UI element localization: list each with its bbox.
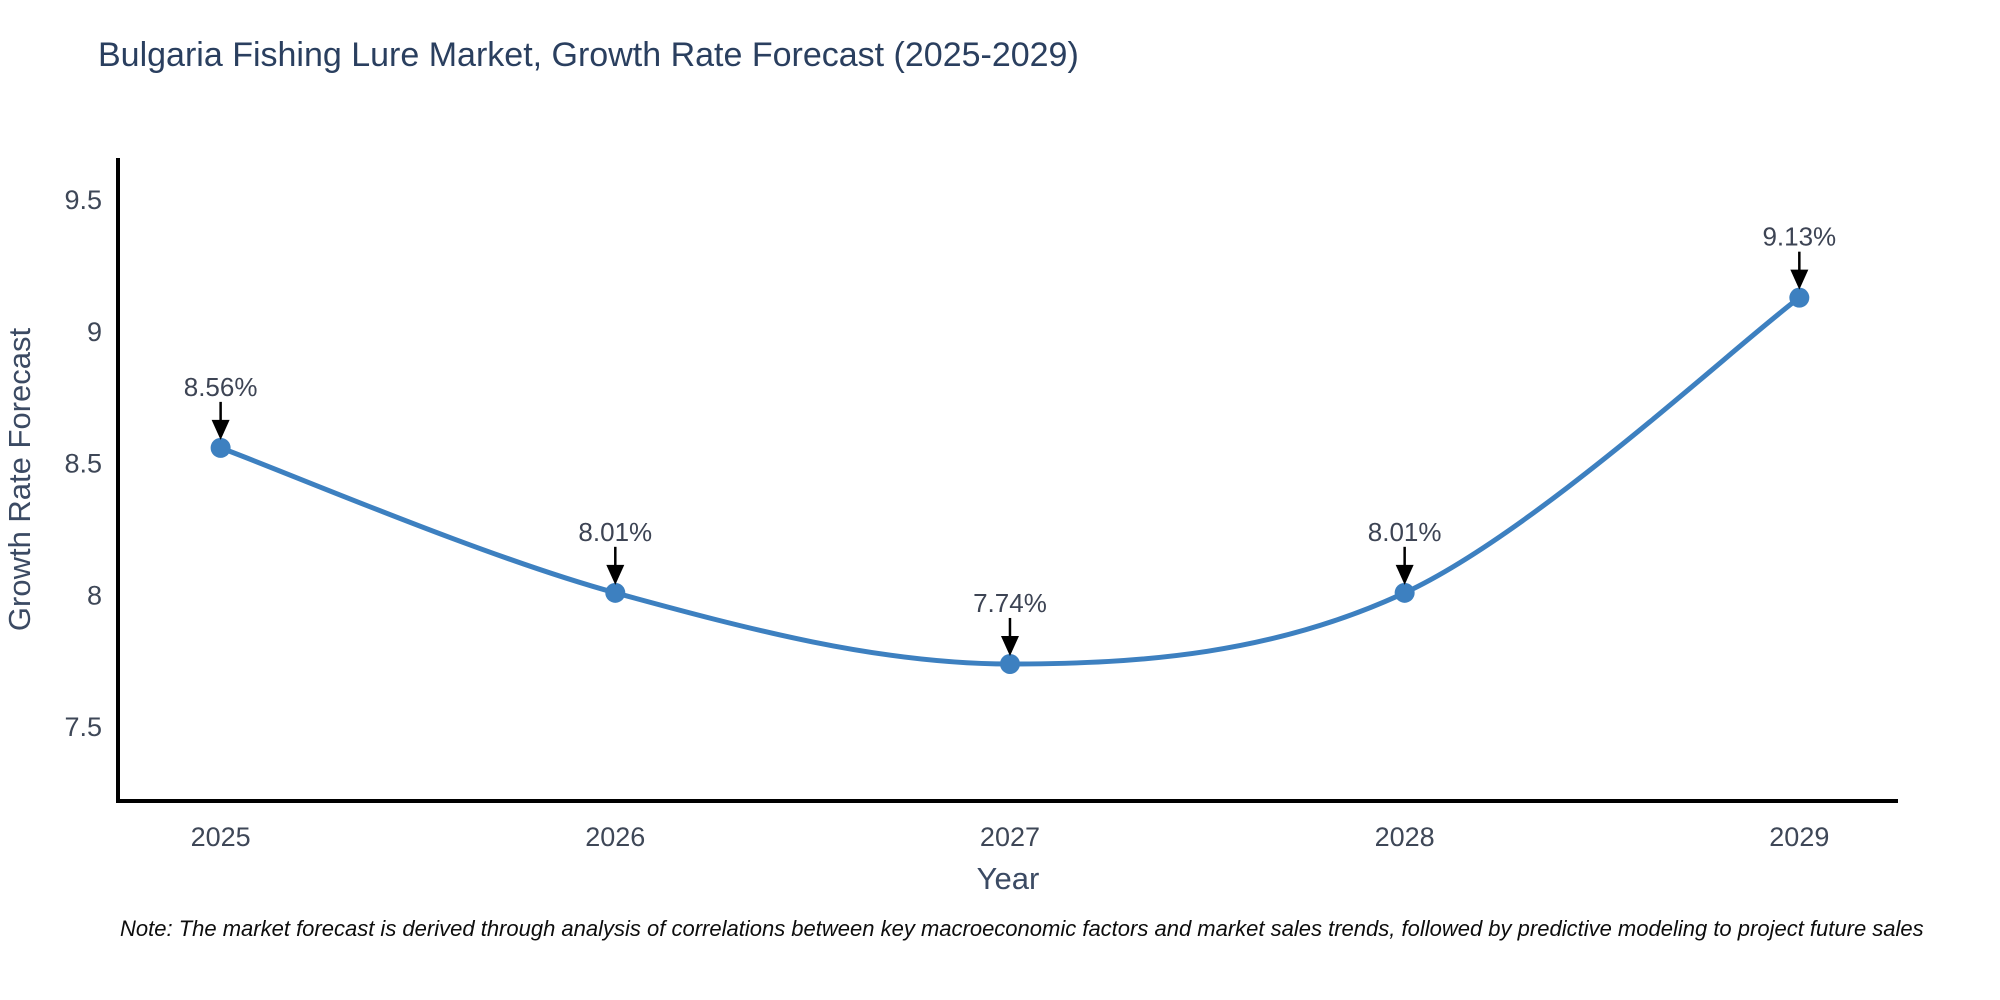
x-axis-title: Year	[977, 861, 1040, 896]
annotation-arrow-head	[1790, 269, 1809, 290]
x-tick-label: 2027	[980, 822, 1040, 852]
y-tick-label: 8	[87, 580, 102, 610]
annotation-arrow-head	[1000, 635, 1019, 656]
data-point-marker	[1394, 582, 1415, 603]
y-tick-label: 7.5	[64, 712, 102, 742]
data-point-label: 8.01%	[1368, 517, 1442, 547]
data-point-marker	[605, 582, 626, 603]
y-tick-label: 9.5	[64, 185, 102, 215]
data-point-label: 7.74%	[973, 588, 1047, 618]
y-axis-title: Growth Rate Forecast	[2, 328, 37, 632]
x-tick-label: 2025	[191, 822, 251, 852]
data-point-label: 8.56%	[184, 372, 258, 402]
annotation-arrow-head	[1395, 564, 1414, 585]
annotation-arrow-head	[606, 564, 625, 585]
data-point-label: 8.01%	[578, 517, 652, 547]
y-tick-label: 8.5	[64, 449, 102, 479]
x-tick-label: 2029	[1769, 822, 1829, 852]
x-tick-label: 2026	[585, 822, 645, 852]
annotation-arrow-head	[211, 419, 230, 440]
data-point-label: 9.13%	[1762, 222, 1836, 252]
data-point-marker	[1789, 287, 1810, 308]
data-point-marker	[210, 437, 231, 458]
footnote: Note: The market forecast is derived thr…	[120, 916, 1924, 941]
x-tick-label: 2028	[1375, 822, 1435, 852]
data-point-marker	[999, 653, 1020, 674]
chart-title: Bulgaria Fishing Lure Market, Growth Rat…	[98, 36, 1079, 74]
y-tick-label: 9	[87, 317, 102, 347]
